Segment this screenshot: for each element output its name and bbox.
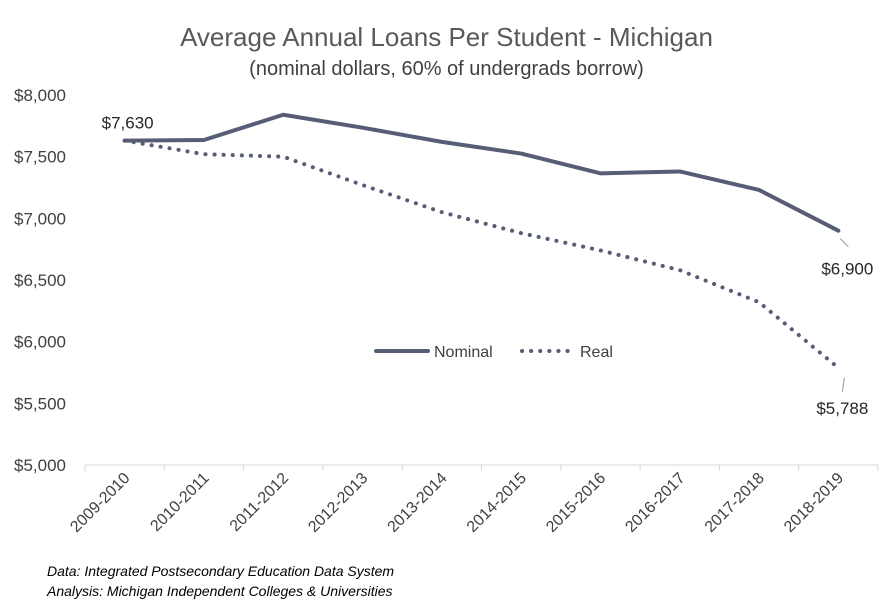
legend-label-nominal: Nominal bbox=[434, 344, 493, 361]
x-tick-label: 2018-2019 bbox=[781, 470, 847, 536]
data-label: $5,788 bbox=[816, 399, 868, 418]
data-source-note: Data: Integrated Postsecondary Education… bbox=[47, 563, 395, 579]
x-tick-label: 2015-2016 bbox=[543, 470, 609, 536]
x-tick-label: 2011-2012 bbox=[227, 470, 292, 535]
data-label: $6,900 bbox=[821, 260, 873, 279]
y-tick-label: $6,000 bbox=[14, 333, 66, 352]
x-tick-label: 2013-2014 bbox=[385, 470, 451, 536]
y-tick-label: $8,000 bbox=[14, 86, 66, 105]
chart-subtitle: (nominal dollars, 60% of undergrads borr… bbox=[249, 58, 644, 80]
x-tick-label: 2012-2013 bbox=[305, 470, 371, 536]
x-tick-label: 2010-2011 bbox=[147, 470, 212, 535]
data-label: $7,630 bbox=[102, 114, 154, 133]
y-tick-label: $7,000 bbox=[14, 209, 66, 228]
y-tick-label: $6,500 bbox=[14, 271, 66, 290]
data-label-leader bbox=[839, 238, 849, 248]
x-tick-label: 2017-2018 bbox=[702, 470, 768, 536]
x-tick-label: 2016-2017 bbox=[622, 470, 688, 536]
legend-label-real: Real bbox=[580, 344, 613, 361]
x-tick-label: 2014-2015 bbox=[464, 470, 530, 536]
analysis-note: Analysis: Michigan Independent Colleges … bbox=[47, 583, 393, 599]
series-line-nominal bbox=[122, 112, 841, 233]
y-tick-label: $5,000 bbox=[14, 456, 66, 475]
y-tick-label: $5,500 bbox=[14, 394, 66, 413]
y-tick-label: $7,500 bbox=[14, 148, 66, 167]
series-line-real bbox=[122, 138, 841, 370]
data-label-leader bbox=[841, 377, 845, 392]
x-tick-label: 2009-2010 bbox=[67, 470, 133, 536]
chart-title: Average Annual Loans Per Student - Michi… bbox=[180, 22, 713, 52]
